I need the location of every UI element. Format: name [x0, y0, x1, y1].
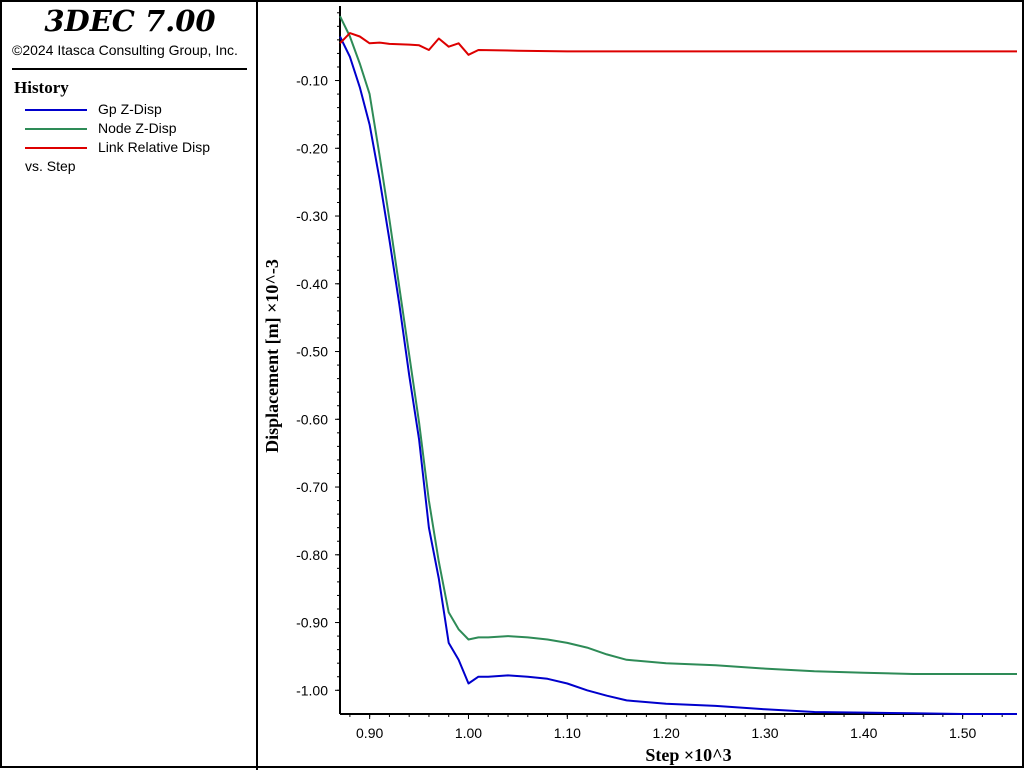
y-tick-label: -0.50	[296, 344, 328, 360]
app-title: 3DEC 7.00	[44, 4, 216, 38]
x-tick-label: 1.40	[850, 725, 877, 741]
legend-swatch-node-z-disp	[25, 128, 87, 130]
legend-vs-step-label: vs. Step	[25, 158, 76, 174]
history-chart: -0.10 -0.20 -0.30 -0.40 -0.50 -0.60 -0.70 -0.80…	[262, 6, 1017, 765]
title-legend-panel: 3DEC 7.00 ©2024 Itasca Consulting Group,…	[2, 2, 258, 770]
y-tick-label: -0.80	[296, 547, 328, 563]
y-tick-label: -0.60	[296, 411, 328, 427]
y-tick-label: -1.00	[296, 682, 328, 698]
y-tick-label: -0.40	[296, 276, 328, 292]
y-tick-label: -0.20	[296, 140, 328, 156]
series-line-link-relative-disp	[339, 32, 1017, 56]
x-tick-label: 1.10	[554, 725, 581, 741]
x-tick-label: 1.20	[653, 725, 680, 741]
series-layer	[339, 15, 1017, 715]
series-line-node-z-disp	[339, 15, 1017, 675]
y-tick-label: -0.70	[296, 479, 328, 495]
axes: -0.10 -0.20 -0.30 -0.40 -0.50 -0.60 -0.70 -0.80…	[262, 6, 1017, 765]
series-line-gp-z-disp	[339, 36, 1017, 715]
legend-swatch-link-relative-disp	[25, 147, 87, 149]
x-tick-label: 0.90	[356, 725, 383, 741]
y-axis-title: Displacement [m] ×10^-3	[262, 259, 282, 453]
y-tick-label: -0.30	[296, 208, 328, 224]
legend-label-node-z-disp: Node Z-Disp	[98, 120, 177, 136]
plot-panel: -0.10 -0.20 -0.30 -0.40 -0.50 -0.60 -0.70 -0.80…	[260, 2, 1024, 770]
y-tick-label: -0.10	[296, 73, 328, 89]
title-divider	[12, 68, 247, 70]
x-tick-label: 1.50	[949, 725, 976, 741]
x-tick-label: 1.00	[455, 725, 482, 741]
copyright-text: ©2024 Itasca Consulting Group, Inc.	[12, 42, 238, 58]
x-axis-title: Step ×10^3	[645, 745, 731, 765]
legend-swatch-gp-z-disp	[25, 109, 87, 111]
legend-label-gp-z-disp: Gp Z-Disp	[98, 101, 162, 117]
x-tick-label: 1.30	[751, 725, 778, 741]
y-tick-label: -0.90	[296, 615, 328, 631]
legend-label-link-relative-disp: Link Relative Disp	[98, 139, 211, 155]
legend-heading: History	[14, 78, 69, 97]
